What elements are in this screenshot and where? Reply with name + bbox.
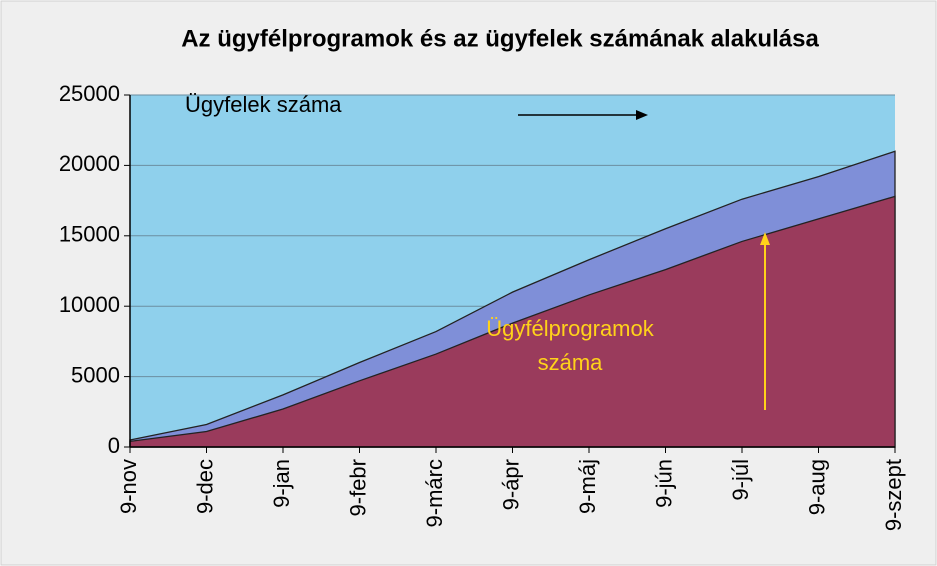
- x-tick-label: 9-nov: [116, 459, 141, 514]
- y-tick-label: 20000: [59, 151, 120, 176]
- x-tick-label: 9-máj: [575, 459, 600, 514]
- x-tick-label: 9-dec: [192, 459, 217, 514]
- y-tick-label: 15000: [59, 222, 120, 247]
- y-tick-label: 10000: [59, 292, 120, 317]
- series-label: Ügyfelek száma: [185, 92, 342, 117]
- x-tick-label: 9-jan: [269, 459, 294, 508]
- x-tick-label: 9-ápr: [498, 459, 523, 510]
- y-tick-label: 0: [108, 433, 120, 458]
- x-tick-label: 9-szept: [881, 459, 906, 531]
- x-tick-label: 9-aug: [804, 459, 829, 515]
- arrow-head: [760, 232, 770, 245]
- x-tick-label: 9-febr: [345, 459, 370, 516]
- arrow-head: [636, 110, 648, 120]
- y-tick-label: 25000: [59, 81, 120, 106]
- x-tick-label: 9-júl: [728, 459, 753, 501]
- chart-title: Az ügyfélprogramok és az ügyfelek számán…: [181, 25, 819, 52]
- x-tick-label: 9-márc: [422, 459, 447, 527]
- x-tick-label: 9-jún: [651, 459, 676, 508]
- y-tick-label: 5000: [71, 362, 120, 387]
- series-label: Ügyfélprogramok száma: [486, 316, 655, 375]
- area: [129, 195, 896, 448]
